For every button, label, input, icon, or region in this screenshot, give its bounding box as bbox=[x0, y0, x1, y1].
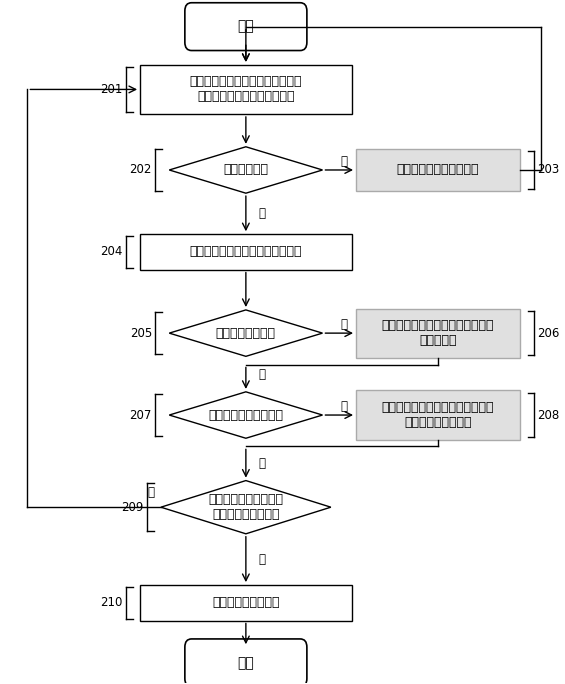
Polygon shape bbox=[170, 392, 323, 438]
Bar bbox=[356, 391, 520, 440]
Bar bbox=[356, 308, 520, 358]
Polygon shape bbox=[170, 147, 323, 193]
Text: 207: 207 bbox=[129, 408, 152, 421]
Polygon shape bbox=[161, 481, 331, 534]
Text: 检测是否已到上报时间
或是否有异常标志位: 检测是否已到上报时间 或是否有异常标志位 bbox=[208, 493, 284, 521]
Text: 是: 是 bbox=[340, 399, 347, 412]
Text: 添加温度异常标志，温度异常信号
指示灯闪烁: 添加温度异常标志，温度异常信号 指示灯闪烁 bbox=[382, 319, 494, 347]
Text: 采集实时环境温度、实时电能参数: 采集实时环境温度、实时电能参数 bbox=[190, 246, 302, 259]
Text: 204: 204 bbox=[101, 246, 123, 259]
FancyBboxPatch shape bbox=[185, 639, 307, 684]
Text: 外设是否正常: 外设是否正常 bbox=[223, 163, 268, 176]
Text: 201: 201 bbox=[101, 83, 123, 96]
FancyBboxPatch shape bbox=[185, 3, 307, 51]
Text: 检测温度是否异常: 检测温度是否异常 bbox=[216, 327, 276, 340]
Polygon shape bbox=[170, 310, 323, 356]
Text: 设备异常信号指示灯闪烁: 设备异常信号指示灯闪烁 bbox=[397, 163, 479, 176]
Text: 开始: 开始 bbox=[237, 20, 254, 34]
Text: 是: 是 bbox=[258, 207, 265, 220]
Text: 否: 否 bbox=[258, 457, 265, 470]
Text: 结束: 结束 bbox=[237, 656, 254, 670]
Text: 209: 209 bbox=[121, 501, 144, 514]
Text: 否: 否 bbox=[340, 155, 347, 168]
Text: 208: 208 bbox=[537, 408, 560, 421]
Text: 206: 206 bbox=[537, 327, 560, 340]
Bar bbox=[356, 149, 520, 191]
Text: 数据包发送至上位端: 数据包发送至上位端 bbox=[212, 596, 280, 609]
Text: 初始化电能、温度采集、数据通信
等外围设备，并读取配置信息: 初始化电能、温度采集、数据通信 等外围设备，并读取配置信息 bbox=[190, 75, 302, 103]
Bar bbox=[140, 65, 352, 114]
Text: 205: 205 bbox=[130, 327, 152, 340]
Text: 210: 210 bbox=[101, 596, 123, 609]
Text: 202: 202 bbox=[129, 163, 152, 176]
Text: 是: 是 bbox=[258, 553, 265, 566]
Text: 添加电能参数异常标志，电能参数
异常信号指示灯闪烁: 添加电能参数异常标志，电能参数 异常信号指示灯闪烁 bbox=[382, 401, 494, 429]
Text: 检测电能参数是否异常: 检测电能参数是否异常 bbox=[208, 408, 284, 421]
Text: 203: 203 bbox=[537, 163, 560, 176]
Bar bbox=[140, 585, 352, 620]
Text: 否: 否 bbox=[258, 368, 265, 381]
Text: 是: 是 bbox=[340, 318, 347, 331]
Bar bbox=[140, 234, 352, 269]
Text: 否: 否 bbox=[147, 486, 154, 499]
